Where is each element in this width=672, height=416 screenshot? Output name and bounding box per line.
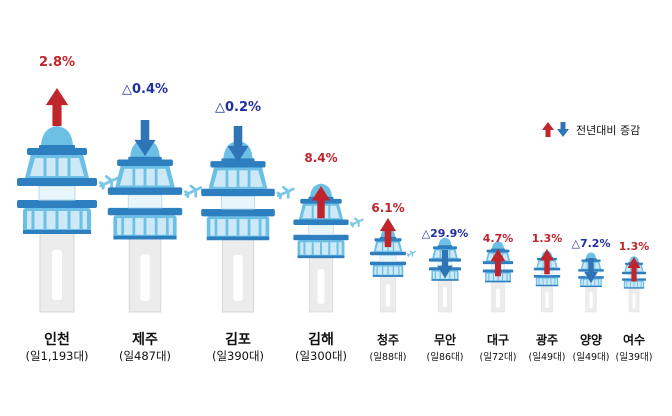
daily-flights-label: (일300대) — [295, 349, 347, 363]
airport-name: 제주 — [132, 332, 158, 348]
airplane-icon — [184, 184, 203, 199]
change-label: 2.8% — [39, 55, 75, 70]
change-label: 1.3% — [532, 232, 563, 245]
daily-flights-label: (일86대) — [427, 352, 464, 363]
airport-name: 청주 — [377, 332, 399, 347]
tower-icon — [17, 126, 119, 313]
airport-name: 광주 — [536, 332, 558, 347]
daily-flights-label: (일49대) — [573, 352, 610, 363]
tower-icon — [370, 228, 416, 313]
daily-flights-label: (일390대) — [212, 349, 264, 363]
down-arrow-icon — [134, 120, 156, 157]
legend-label: 전년대비 증감 — [576, 124, 640, 137]
change-label: △0.2% — [215, 100, 261, 115]
airport-name: 인천 — [44, 331, 70, 348]
tower-icon — [107, 139, 203, 313]
airplane-icon — [406, 250, 416, 257]
tower-icon — [201, 140, 295, 313]
airport-name: 김해 — [308, 331, 334, 348]
airplane-icon — [276, 186, 295, 200]
daily-flights-label: (일88대) — [370, 352, 407, 363]
daily-flights-label: (일1,193대) — [25, 349, 88, 363]
change-label: △29.9% — [422, 227, 469, 240]
daily-flights-label: (일487대) — [119, 349, 171, 363]
down-arrow-icon — [437, 250, 453, 279]
daily-flights-label: (일49대) — [529, 352, 566, 363]
change-label: △7.2% — [572, 237, 611, 250]
up-arrow-icon — [627, 257, 641, 282]
change-label: 8.4% — [304, 151, 337, 165]
up-arrow-icon — [540, 249, 554, 275]
daily-flights-label: (일39대) — [616, 352, 653, 363]
airplane-icon — [98, 175, 119, 190]
up-arrow-icon — [379, 218, 397, 248]
airport-name: 양양 — [580, 332, 602, 347]
legend: 전년대비 증감 — [542, 122, 640, 137]
down-arrow-icon — [584, 258, 598, 284]
up-arrow-icon — [311, 186, 331, 219]
airport-name: 김포 — [225, 331, 251, 348]
airport-name: 무안 — [434, 332, 456, 347]
airplane-icon — [349, 217, 364, 228]
up-arrow-icon — [45, 88, 69, 126]
change-label: 4.7% — [483, 232, 514, 245]
airport-name: 대구 — [487, 333, 509, 347]
airport-name: 여수 — [623, 332, 645, 347]
down-arrow-icon — [227, 126, 249, 163]
change-label: 1.3% — [619, 240, 650, 253]
change-label: △0.4% — [122, 82, 168, 97]
legend-up-arrow-icon — [542, 122, 554, 137]
change-label: 6.1% — [371, 201, 404, 215]
legend-down-arrow-icon — [557, 122, 569, 137]
up-arrow-icon — [490, 249, 506, 277]
daily-flights-label: (일72대) — [480, 352, 517, 363]
tower-icon — [293, 183, 364, 313]
